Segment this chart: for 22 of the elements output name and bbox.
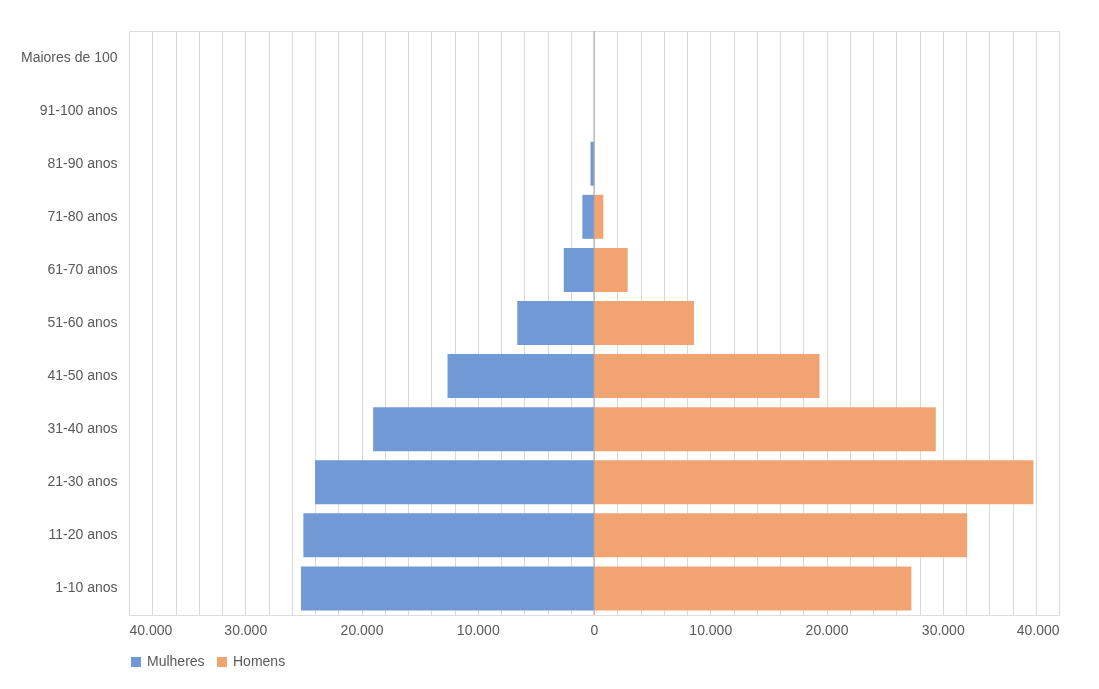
y-tick-label: 51-60 anos xyxy=(47,314,118,330)
legend-label: Homens xyxy=(233,653,286,669)
x-tick-label: 0 xyxy=(590,621,599,638)
y-tick-label: 41-50 anos xyxy=(47,367,118,384)
x-tick-label: 20.000 xyxy=(340,621,384,638)
y-tick-label: 21-30 anos xyxy=(47,473,118,490)
y-tick-label: Maiores de 100 xyxy=(20,48,118,65)
y-tick-label: 61-70 anos xyxy=(47,260,118,277)
x-tick-label: 30.000 xyxy=(224,621,268,638)
y-tick-label: 81-90 anos xyxy=(47,154,118,171)
x-tick-label: 10.000 xyxy=(689,621,733,638)
x-tick-label: 10.000 xyxy=(456,621,500,638)
y-tick-label: 71-80 anos xyxy=(47,207,118,224)
y-tick-label: 1-10 anos xyxy=(55,579,118,596)
y-tick-label: 91-100 anos xyxy=(39,101,118,118)
x-tick-label: 40.000 xyxy=(129,621,173,638)
y-tick-label: 31-40 anos xyxy=(47,420,118,437)
x-tick-label: 30.000 xyxy=(921,621,965,638)
y-tick-label: 11-20 anos xyxy=(48,526,118,543)
x-tick-label: 40.000 xyxy=(1016,621,1060,638)
legend-label: Mulheres xyxy=(147,653,205,669)
x-tick-label: 20.000 xyxy=(805,621,849,638)
